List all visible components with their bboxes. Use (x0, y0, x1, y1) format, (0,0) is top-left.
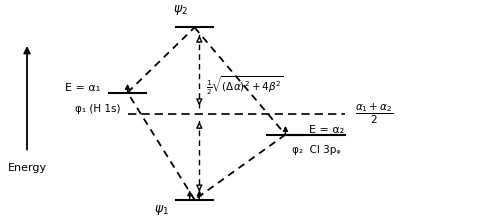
Text: φ₂  Cl 3pᵩ: φ₂ Cl 3pᵩ (292, 145, 340, 155)
Text: φ₁ (H 1s): φ₁ (H 1s) (75, 104, 120, 114)
Text: E = α₂: E = α₂ (310, 125, 345, 135)
Text: $\psi_1$: $\psi_1$ (154, 203, 168, 217)
Text: $\psi_2$: $\psi_2$ (173, 3, 188, 17)
Text: Energy: Energy (8, 163, 47, 173)
Text: $\frac{1}{2}\sqrt{(\Delta\alpha)^2 + 4\beta^2}$: $\frac{1}{2}\sqrt{(\Delta\alpha)^2 + 4\b… (206, 74, 285, 97)
Text: E = α₁: E = α₁ (65, 83, 100, 93)
Text: $\dfrac{\alpha_1 + \alpha_2}{2}$: $\dfrac{\alpha_1 + \alpha_2}{2}$ (355, 102, 393, 126)
